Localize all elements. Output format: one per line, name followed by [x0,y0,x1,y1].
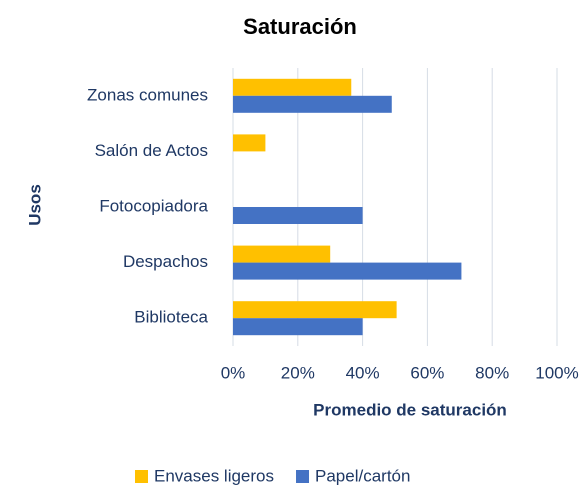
x-tick-label: 0% [221,363,246,382]
x-tick-label: 20% [281,363,315,382]
legend-swatch [135,470,148,483]
bar [233,318,363,336]
y-tick-label: Salón de Actos [95,141,208,160]
bar [233,95,392,113]
y-tick-label: Zonas comunes [87,85,208,104]
bar [233,207,363,224]
bar [233,245,331,263]
x-tick-label: 60% [410,363,444,382]
chart-title: Saturación [243,14,357,39]
legend-label: Papel/cartón [315,466,410,485]
legend-swatch [296,470,310,483]
bar [233,301,397,319]
legend-label: Envases ligeros [154,466,274,485]
y-tick-label: Biblioteca [134,308,208,327]
bar [233,262,462,280]
x-axis-label: Promedio de saturación [313,400,507,419]
bar [233,78,352,96]
x-tick-label: 100% [535,363,578,382]
y-tick-label: Despachos [123,252,208,271]
x-tick-label: 80% [475,363,509,382]
y-axis-label: Usos [25,184,44,226]
x-tick-label: 40% [346,363,380,382]
bar [233,134,266,152]
y-tick-label: Fotocopiadora [99,196,208,215]
